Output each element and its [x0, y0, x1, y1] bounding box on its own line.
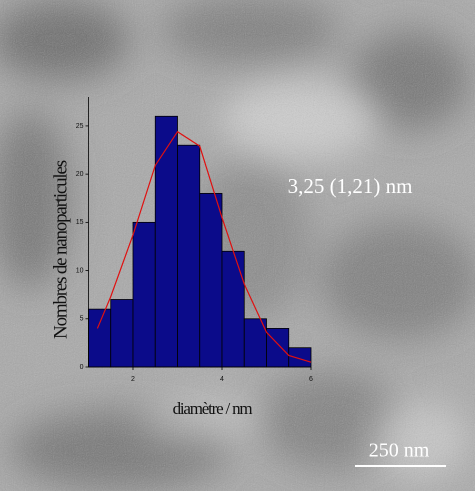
- bar: [154, 115, 178, 368]
- bar: [110, 299, 134, 368]
- y-tick-label: 20: [76, 171, 84, 178]
- annotation: 3,25 (1,21) nm: [288, 174, 413, 198]
- x-tick-label: 2: [131, 376, 135, 383]
- bar: [221, 250, 245, 368]
- bar: [199, 193, 223, 368]
- fit-curve: [96, 130, 312, 363]
- x-axis-label: diamètre / nm: [173, 399, 253, 418]
- y-tick-label: 10: [76, 267, 84, 274]
- x-tick-label: 6: [309, 376, 313, 383]
- bar: [288, 347, 312, 368]
- y-tick-label: 25: [76, 123, 84, 130]
- y-axis-label: Nombres de nanoparticules: [50, 160, 71, 339]
- bar: [177, 144, 201, 368]
- bar: [88, 308, 112, 368]
- bar: [132, 221, 156, 368]
- y-tick-label: 15: [76, 219, 84, 226]
- y-tick-label: 5: [80, 316, 84, 323]
- scale-bar-label: 250 nm: [369, 440, 430, 462]
- bar: [266, 328, 290, 368]
- y-tick-label: 0: [80, 364, 84, 371]
- x-tick-label: 4: [220, 376, 224, 383]
